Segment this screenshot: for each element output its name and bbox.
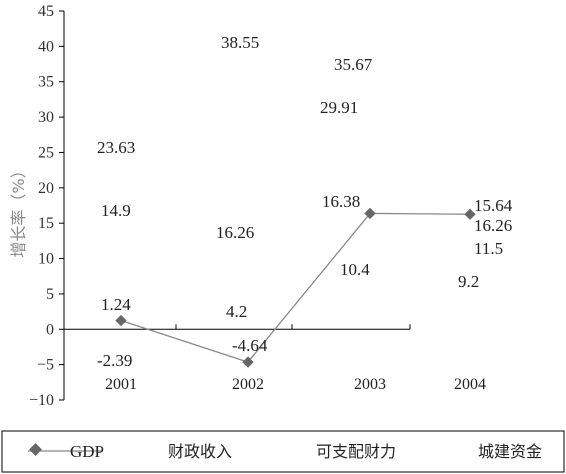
y-tick-label: 0	[46, 321, 54, 338]
data-labels: 1.24-4.6416.3816.2623.6338.5535.6715.641…	[97, 33, 513, 370]
data-label-fiscal-revenue: 35.67	[334, 55, 373, 74]
y-tick-label: 35	[38, 74, 54, 91]
y-axis-label: 增长率（%）	[9, 162, 28, 257]
legend-item-urban-construction-fund: 城建资金	[478, 442, 542, 461]
y-ticks: −10 −5 0 5 10 15 20 25 30 35 40 45	[29, 3, 64, 409]
y-tick-label: 20	[38, 180, 54, 197]
legend-item-gdp: GDP	[70, 442, 104, 461]
x-ticks: 2001 2002 2003 2004	[105, 376, 486, 393]
series	[115, 207, 476, 368]
data-label-disposable-finance: 29.91	[320, 98, 358, 117]
legend-item-fiscal-revenue: 财政收入	[168, 442, 232, 461]
y-tick-label: 40	[38, 38, 54, 55]
y-tick-label: 10	[38, 251, 54, 268]
gdp-marker	[364, 207, 376, 220]
y-tick-label: 15	[38, 215, 54, 232]
data-label-fiscal-revenue: 23.63	[97, 138, 135, 157]
data-label-gdp: 16.38	[322, 192, 360, 211]
x-tick-label: 2003	[354, 376, 386, 393]
legend-item-disposable-finance: 可支配财力	[316, 442, 396, 461]
gdp-marker	[115, 314, 127, 327]
legend: GDP 财政收入 可支配财力 城建资金	[1, 430, 565, 473]
y-tick-label: −5	[37, 357, 54, 374]
y-tick-label: −10	[29, 392, 54, 409]
data-label-gdp: -4.64	[232, 336, 268, 355]
data-label-urban-construction-fund: 4.2	[226, 302, 247, 321]
x-tick-label: 2001	[105, 376, 137, 393]
data-label-urban-construction-fund: -2.39	[97, 351, 132, 370]
data-label-disposable-finance: 16.26	[216, 223, 254, 242]
x-tick-label: 2002	[232, 376, 264, 393]
legend-marker-gdp	[29, 443, 42, 456]
data-label-gdp: 1.24	[101, 295, 131, 314]
data-label-gdp: 16.26	[474, 216, 512, 235]
data-label-urban-construction-fund: 9.2	[458, 272, 479, 291]
axes	[63, 11, 411, 400]
y-tick-label: 25	[38, 144, 54, 161]
gdp-line	[120, 212, 471, 363]
data-label-disposable-finance: 14.9	[101, 201, 131, 220]
y-tick-label: 45	[38, 3, 54, 20]
x-tick-label: 2004	[454, 376, 486, 393]
data-label-fiscal-revenue: 38.55	[221, 33, 259, 52]
y-tick-label: 5	[46, 286, 54, 303]
y-tick-label: 30	[38, 109, 54, 126]
gdp-marker	[242, 356, 254, 368]
gdp-marker	[464, 208, 476, 220]
data-label-fiscal-revenue: 15.64	[474, 196, 513, 215]
data-label-urban-construction-fund: 10.4	[340, 260, 370, 279]
data-label-disposable-finance: 11.5	[474, 239, 503, 258]
